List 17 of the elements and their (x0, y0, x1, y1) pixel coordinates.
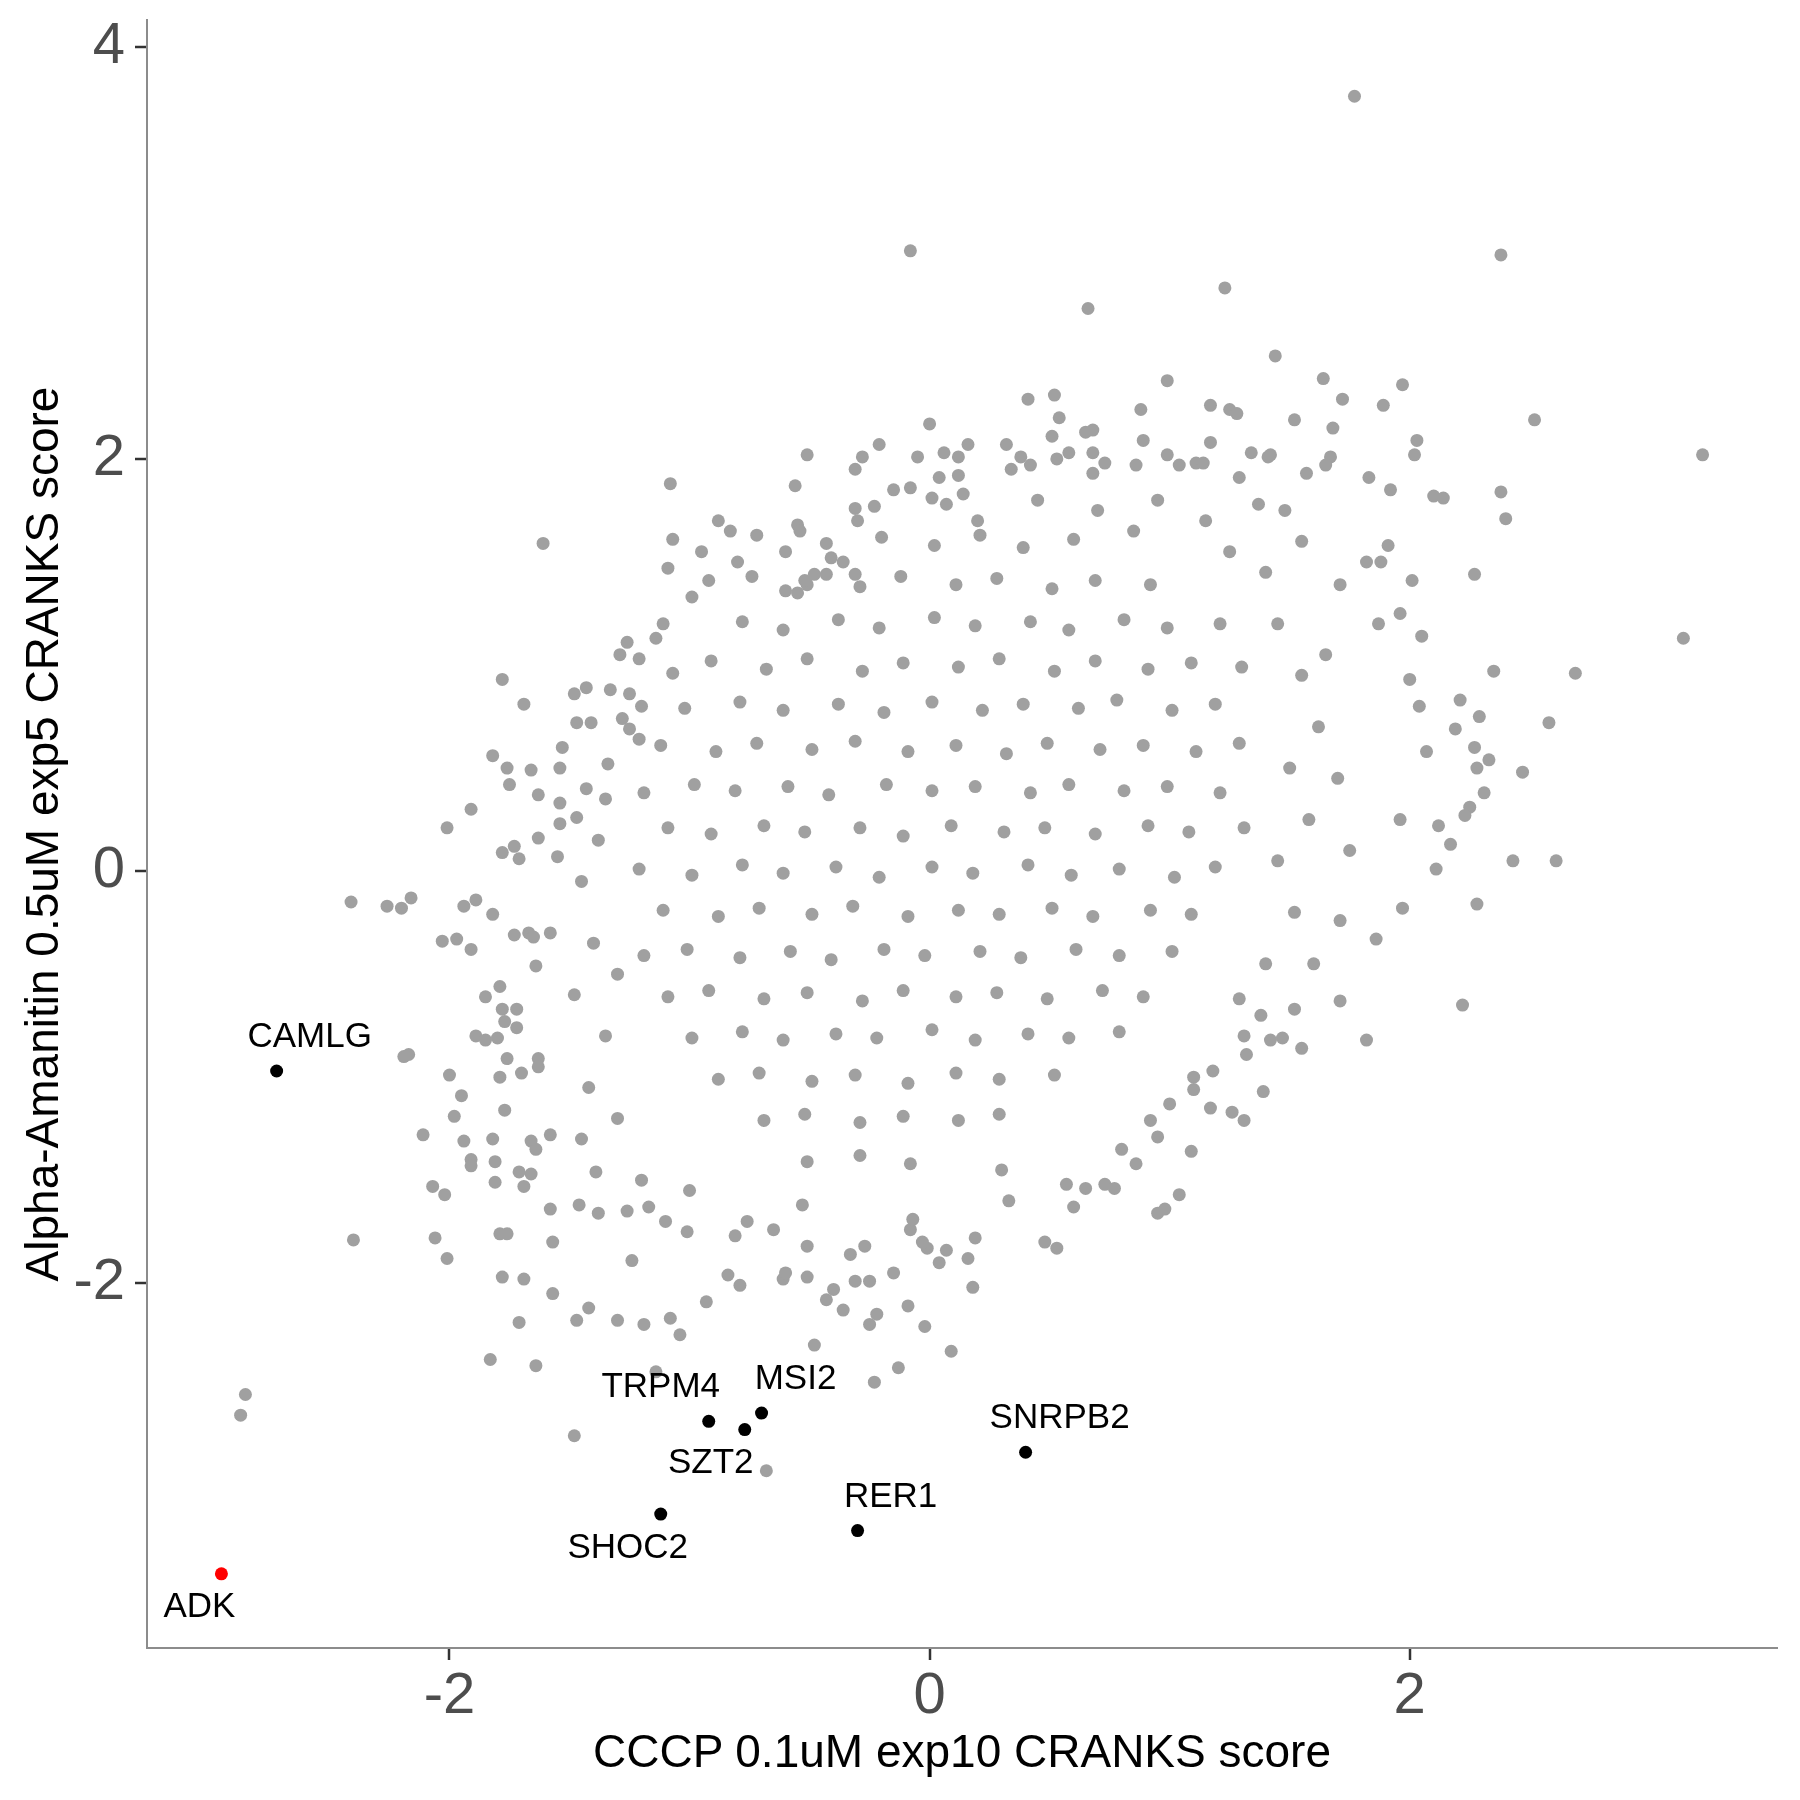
y-tick-label: 4 (92, 9, 125, 75)
y-tick-label: 2 (92, 421, 125, 487)
annotation: SHOC2 (567, 1525, 689, 1565)
x-tick-label: -2 (423, 1659, 476, 1725)
x-tick-label: 2 (1393, 1659, 1426, 1725)
y-tick-label: 0 (92, 834, 125, 900)
annotation: ADK (163, 1585, 236, 1625)
x-tick-label: 0 (913, 1659, 946, 1725)
y-tick-label: -2 (73, 1246, 125, 1312)
annotation: SZT2 (667, 1441, 754, 1481)
y-axis-title: Alpha-Amanitin 0.5uM exp5 CRANKS score (16, 386, 69, 1282)
annotation: MSI2 (754, 1356, 837, 1396)
annotation: TRPM4 (601, 1364, 721, 1404)
annotation: CAMLG (247, 1014, 372, 1054)
annotation: SNRPB2 (989, 1395, 1130, 1435)
x-axis-title: CCCP 0.1uM exp10 CRANKS score (593, 1725, 1331, 1778)
annotation: RER1 (843, 1475, 938, 1515)
